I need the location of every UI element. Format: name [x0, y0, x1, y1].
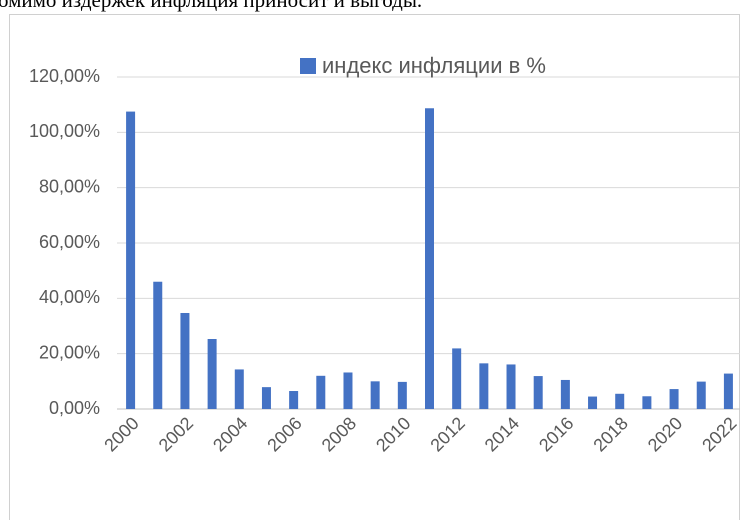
bar: [180, 312, 190, 409]
bar: [506, 364, 516, 409]
bar: [588, 396, 598, 409]
x-tick-label: 2010: [372, 413, 414, 455]
x-tick-label: 2008: [318, 413, 360, 455]
bar: [425, 108, 434, 409]
bar: [316, 375, 326, 409]
y-tick-label: 40,00%: [39, 287, 100, 307]
bar: [615, 393, 625, 409]
bar: [533, 376, 543, 409]
x-tick-label: 2014: [481, 413, 523, 455]
bar: [289, 391, 299, 409]
bar: [642, 396, 652, 409]
bar: [207, 339, 217, 409]
bar: [261, 387, 271, 409]
bar: [397, 381, 407, 409]
x-tick-label: 2012: [426, 413, 468, 455]
y-tick-label: 100,00%: [29, 121, 100, 141]
y-tick-label: 60,00%: [39, 232, 100, 252]
bar: [153, 281, 163, 409]
x-tick-label: 2002: [155, 413, 197, 455]
x-tick-label: 2018: [589, 413, 631, 455]
legend-swatch: [300, 58, 316, 74]
y-tick-label: 120,00%: [29, 66, 100, 86]
x-tick-label: 2022: [698, 413, 740, 455]
bar: [696, 381, 706, 409]
x-tick-label: 2006: [263, 413, 305, 455]
bar: [370, 381, 380, 409]
document-text: омимо издержек инфляция приносит и выгод…: [0, 0, 422, 12]
x-tick-label: 2004: [209, 413, 251, 455]
legend-label: индекс инфляции в %: [322, 53, 546, 78]
y-tick-label: 20,00%: [39, 342, 100, 362]
bar: [560, 379, 570, 409]
y-tick-label: 0,00%: [49, 398, 100, 418]
bar: [126, 111, 136, 409]
bar: [452, 348, 462, 409]
bar: [343, 372, 353, 409]
y-tick-label: 80,00%: [39, 176, 100, 196]
x-tick-label: 2016: [535, 413, 577, 455]
bar: [669, 389, 679, 409]
x-tick-label: 2020: [644, 413, 686, 455]
x-tick-label: 2000: [100, 413, 142, 455]
bar: [234, 369, 244, 409]
bar: [723, 373, 733, 409]
bar: [479, 363, 489, 409]
